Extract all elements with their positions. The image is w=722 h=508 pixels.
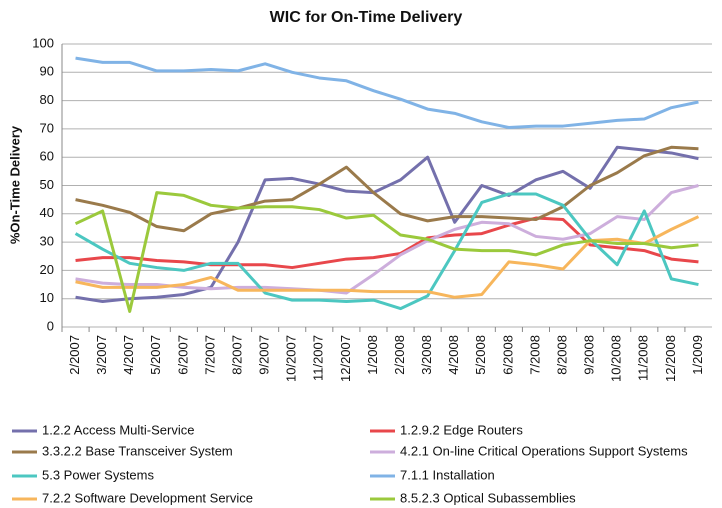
x-tick-label: 2/2008 <box>392 335 407 375</box>
series-line <box>75 145 699 233</box>
y-tick-label: 60 <box>40 149 54 164</box>
x-tick-label: 8/2007 <box>229 335 244 375</box>
y-tick-label: 10 <box>40 290 54 305</box>
legend-label: 1.2.2 Access Multi-Service <box>42 422 194 437</box>
x-tick-label: 11/2007 <box>311 335 326 381</box>
y-tick-label: 50 <box>40 177 54 192</box>
x-tick-label: 7/2008 <box>527 335 542 375</box>
x-tick-label: 10/2007 <box>284 335 299 382</box>
y-axis-label: %On-Time Delivery <box>7 125 22 244</box>
y-tick-label: 30 <box>40 234 54 249</box>
x-tick-label: 3/2008 <box>419 335 434 375</box>
x-tick-label: 6/2007 <box>175 335 190 375</box>
x-tick-label: 1/2008 <box>365 335 380 375</box>
series-line <box>74 192 699 311</box>
x-tick-label: 9/2007 <box>257 335 272 375</box>
y-tick-label: 0 <box>47 318 54 333</box>
series-line <box>75 145 699 304</box>
y-tick-label: 80 <box>40 92 54 107</box>
legend-label: 4.2.1 On-line Critical Operations Suppor… <box>400 443 688 458</box>
x-tick-label: 5/2007 <box>148 335 163 375</box>
x-tick-label: 10/2008 <box>609 335 624 382</box>
x-tick-label: 12/2008 <box>663 335 678 382</box>
x-tick-label: 3/2007 <box>94 335 109 375</box>
x-tick-label: 4/2007 <box>121 335 136 375</box>
chart-title: WIC for On-Time Delivery <box>270 9 463 26</box>
x-tick-label: 7/2007 <box>202 335 217 375</box>
series-line <box>74 191 699 313</box>
x-tick-label: 9/2008 <box>582 335 597 375</box>
y-tick-label: 70 <box>40 120 54 135</box>
y-tick-label: 90 <box>40 64 54 79</box>
y-tick-label: 40 <box>40 205 54 220</box>
x-tick-label: 1/2009 <box>690 335 705 375</box>
x-tick-label: 8/2008 <box>554 335 569 375</box>
x-tick-label: 12/2007 <box>338 335 353 382</box>
legend-label: 7.2.2 Software Development Service <box>42 490 253 505</box>
legend-label: 3.3.2.2 Base Transceiver System <box>42 443 233 458</box>
x-tick-label: 6/2008 <box>500 335 515 375</box>
x-tick-label: 2/2007 <box>67 335 82 375</box>
series-line <box>75 56 699 129</box>
y-tick-label: 100 <box>32 35 54 50</box>
legend-label: 1.2.9.2 Edge Routers <box>400 422 523 437</box>
legend-label: 8.5.2.3 Optical Subassemblies <box>400 490 576 505</box>
y-tick-label: 20 <box>40 262 54 277</box>
legend-label: 5.3 Power Systems <box>42 467 154 482</box>
series-line <box>75 184 699 295</box>
x-tick-label: 11/2008 <box>636 335 651 381</box>
legend-label: 7.1.1 Installation <box>400 467 495 482</box>
x-tick-label: 5/2008 <box>473 335 488 375</box>
x-tick-label: 4/2008 <box>446 335 461 375</box>
